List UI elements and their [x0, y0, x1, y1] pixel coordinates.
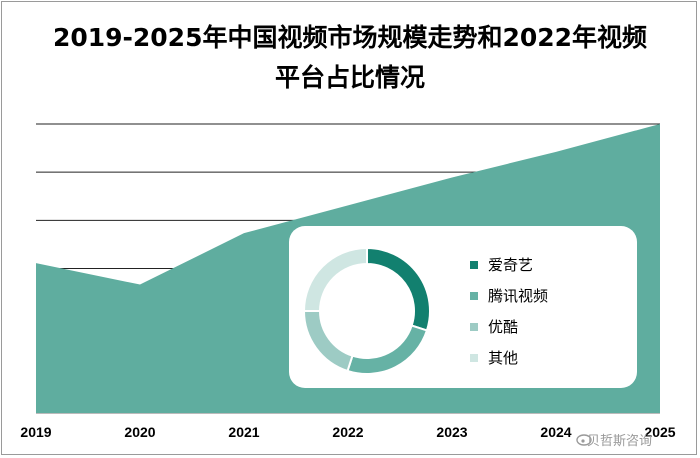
chart-title: 2019-2025年中国视频市场规模走势和2022年视频 平台占比情况 — [0, 18, 700, 98]
x-tick-label: 2021 — [228, 424, 259, 440]
legend-label: 其他 — [488, 349, 518, 367]
legend-swatch — [470, 292, 478, 300]
x-tick-label: 2022 — [332, 424, 363, 440]
x-tick-label: 2020 — [124, 424, 155, 440]
x-axis-ticks: 2019 2020 2021 2022 2023 2024 2025 — [20, 424, 675, 440]
platform-share-donut — [302, 246, 431, 375]
legend-swatch — [470, 261, 478, 269]
legend-label: 爱奇艺 — [488, 256, 533, 274]
x-tick-label: 2024 — [540, 424, 571, 440]
chart-title-line2: 平台占比情况 — [274, 63, 425, 92]
legend-label: 腾讯视频 — [488, 287, 548, 305]
legend-swatch — [470, 354, 478, 362]
x-tick-label: 2023 — [436, 424, 467, 440]
chart-title-line1: 2019-2025年中国视频市场规模走势和2022年视频 — [52, 23, 648, 52]
donut-slice — [302, 246, 368, 312]
legend-panel-bg — [289, 226, 637, 388]
weibo-icon — [576, 434, 592, 446]
legend-label: 优酷 — [488, 318, 518, 336]
legend-swatch — [470, 323, 478, 331]
watermark-text: 贝哲斯咨询 — [587, 434, 652, 449]
x-tick-label: 2019 — [20, 424, 51, 440]
x-tick-label: 2025 — [644, 424, 675, 440]
